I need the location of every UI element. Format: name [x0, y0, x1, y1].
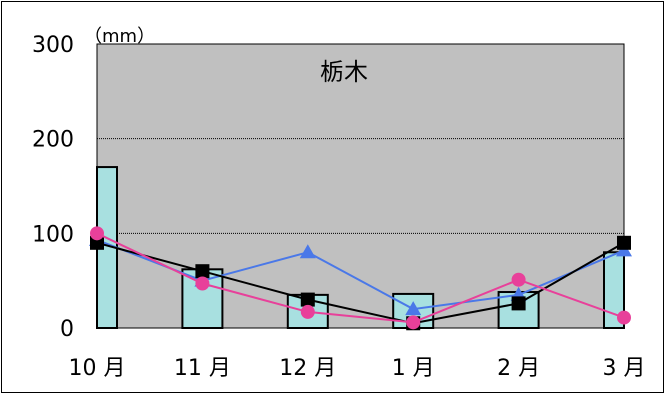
series-line — [96, 232, 625, 324]
square-marker — [617, 235, 631, 250]
y-tick-label: 0 — [60, 317, 74, 342]
unit-label: （mm） — [84, 26, 155, 47]
x-tick-label: 2 月 — [497, 356, 540, 381]
circle-marker — [195, 276, 210, 291]
series-circle — [90, 226, 631, 330]
y-axis-ticks: 0 100 200 300 — [32, 33, 74, 342]
precipitation-chart: 0 100 200 300 10 月 11 月 12 月 1 月 2 月 3 月 （mm） 栃木 — [32, 26, 646, 381]
y-tick-label: 100 — [32, 222, 74, 247]
series-line — [96, 239, 625, 311]
triangle-marker — [299, 244, 316, 259]
square-marker — [511, 296, 526, 311]
square-marker — [300, 292, 315, 307]
series-line — [96, 241, 625, 325]
y-tick-label: 300 — [32, 33, 74, 58]
bar — [603, 251, 625, 329]
x-tick-label: 11 月 — [174, 356, 231, 381]
plot-area — [96, 43, 625, 329]
circle-marker — [617, 310, 631, 325]
circle-marker — [90, 226, 104, 241]
chart-title: 栃木 — [320, 58, 368, 86]
chart-frame: 0 100 200 300 10 月 11 月 12 月 1 月 2 月 3 月 （mm） 栃木 — [1, 1, 664, 393]
circle-marker — [300, 304, 315, 319]
square-marker — [195, 264, 210, 279]
line-series — [89, 226, 632, 331]
x-tick-label: 1 月 — [392, 356, 435, 381]
x-axis-ticks: 10 月 11 月 12 月 1 月 2 月 3 月 — [69, 356, 646, 381]
x-tick-label: 10 月 — [69, 356, 126, 381]
x-tick-label: 12 月 — [279, 356, 336, 381]
triangle-marker — [405, 301, 422, 316]
y-tick-label: 200 — [32, 128, 74, 153]
circle-marker — [406, 315, 421, 330]
x-tick-label: 3 月 — [603, 356, 646, 381]
circle-marker — [511, 272, 526, 287]
